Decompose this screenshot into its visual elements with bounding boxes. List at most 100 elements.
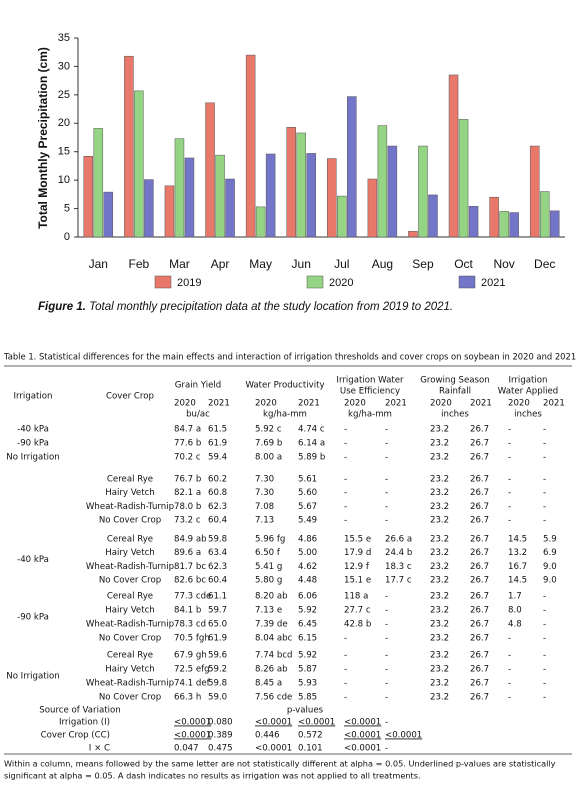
table-cell: 78.3 cd [174,620,206,630]
p-value: <0.0001 [344,731,381,741]
bar [245,54,256,238]
table-cell: 8.00 a [255,453,282,463]
table-cell: - [385,502,388,512]
table-cell: - [508,439,511,449]
x-tick-label: Aug [372,257,393,271]
header-cell: Cover Crop [106,392,154,402]
table-cell: 60.4 [208,576,227,586]
bar [103,191,114,238]
bar [367,178,378,238]
table-cell: 4.62 [298,562,317,572]
row-group-label: -90 kPa [17,613,49,623]
bar [286,127,296,238]
y-tick-label: 30 [58,60,70,72]
header-year: 2020 [255,399,277,409]
bar [509,212,519,238]
table-cell: 72.5 efg [174,665,210,675]
table-cell: 26.7 [470,606,489,616]
header-unit: kg/ha-mm [348,410,392,420]
table-cell: 5.93 [298,679,317,689]
y-tick-label: 0 [64,231,70,243]
x-tick-label: Oct [454,257,473,271]
table-cell: 6.06 [298,592,317,602]
table-cell: 82.1 a [174,488,201,498]
table-cell: - [344,693,347,703]
x-tick-label: May [249,257,272,271]
header-cell: Rainfall [439,387,471,397]
table-cell: 26.7 [470,679,489,689]
header-cell: Water Applied [498,387,558,397]
table-cell: 26.7 [470,634,489,644]
table-cell: 23.2 [430,651,449,661]
caption-text: Total monthly precipitation data at the … [89,301,453,313]
bar [83,156,94,238]
header-cell: Irrigation [13,392,52,402]
anova-source: I × C [89,744,110,754]
table-cell: 18.3 c [385,562,412,572]
table-cell: Hairy Vetch [105,548,155,558]
header-year: 2020 [430,399,452,409]
table-cell: Cereal Rye [107,475,153,485]
p-value: <0.0001 [344,718,381,728]
legend-label: 2021 [481,277,505,289]
table-cell: 23.2 [430,665,449,675]
bar [215,154,225,238]
table-cell: 7.13 [255,516,274,526]
table-cell: Cereal Rye [107,592,153,602]
table-cell: 26.7 [470,562,489,572]
table-cell: 7.08 [255,502,274,512]
bar [529,145,540,238]
table-cell: 6.15 [298,634,317,644]
bar [387,145,398,238]
table-cell: - [385,693,388,703]
table-cell: 8.45 a [255,679,282,689]
table-title: Table 1. Statistical differences for the… [3,352,576,362]
x-tick-label: Jan [89,257,108,271]
table-cell: - [344,634,347,644]
table-cell: - [543,439,546,449]
x-tick-label: Jul [334,257,349,271]
table-cell: 23.2 [430,592,449,602]
table-cell: - [508,665,511,675]
bar [377,125,388,238]
table-cell: 26.7 [470,576,489,586]
legend-label: 2020 [329,277,353,289]
table-cell: - [543,488,546,498]
table-footnote: significant at alpha = 0.05. A dash indi… [4,771,421,781]
table-cell: Wheat-Radish-Turnip [86,562,174,572]
table-cell: 5.67 [298,502,317,512]
table-cell: 23.2 [430,516,449,526]
bar [144,179,154,238]
bar [468,206,479,238]
legend-swatch [306,275,324,289]
table-cell: 6.9 [543,548,557,558]
y-axis-title: Total Monthly Precipitation (cm) [36,47,50,229]
p-value: <0.0001 [344,744,381,754]
figure-caption: Figure 1. Total monthly precipitation da… [38,301,453,313]
table-cell: - [344,453,347,463]
caption-label: Figure 1. [38,301,86,313]
table-cell: 6.14 a [298,439,325,449]
bar [337,195,347,238]
table-cell: - [543,606,546,616]
table-cell: 26.6 a [385,535,412,545]
table-cell: - [508,634,511,644]
bar [296,132,306,238]
table-footnote: Within a column, means followed by the s… [4,759,556,769]
p-value: 0.475 [208,744,233,754]
table-cell: 89.6 a [174,548,201,558]
header-cell: Grain Yield [175,381,222,391]
table-cell: - [344,502,347,512]
table-cell: 15.1 e [344,576,371,586]
table-cell: - [385,592,388,602]
p-value: 0.080 [208,718,233,728]
table-cell: 26.7 [470,475,489,485]
bar [255,206,266,238]
table-cell: 81.7 bc [174,562,206,572]
x-tick-label: Apr [211,257,230,271]
x-tick-label: Jun [292,257,311,271]
bar [549,210,560,238]
table-cell: 62.3 [208,502,227,512]
table-cell: - [508,453,511,463]
bar [347,96,357,238]
